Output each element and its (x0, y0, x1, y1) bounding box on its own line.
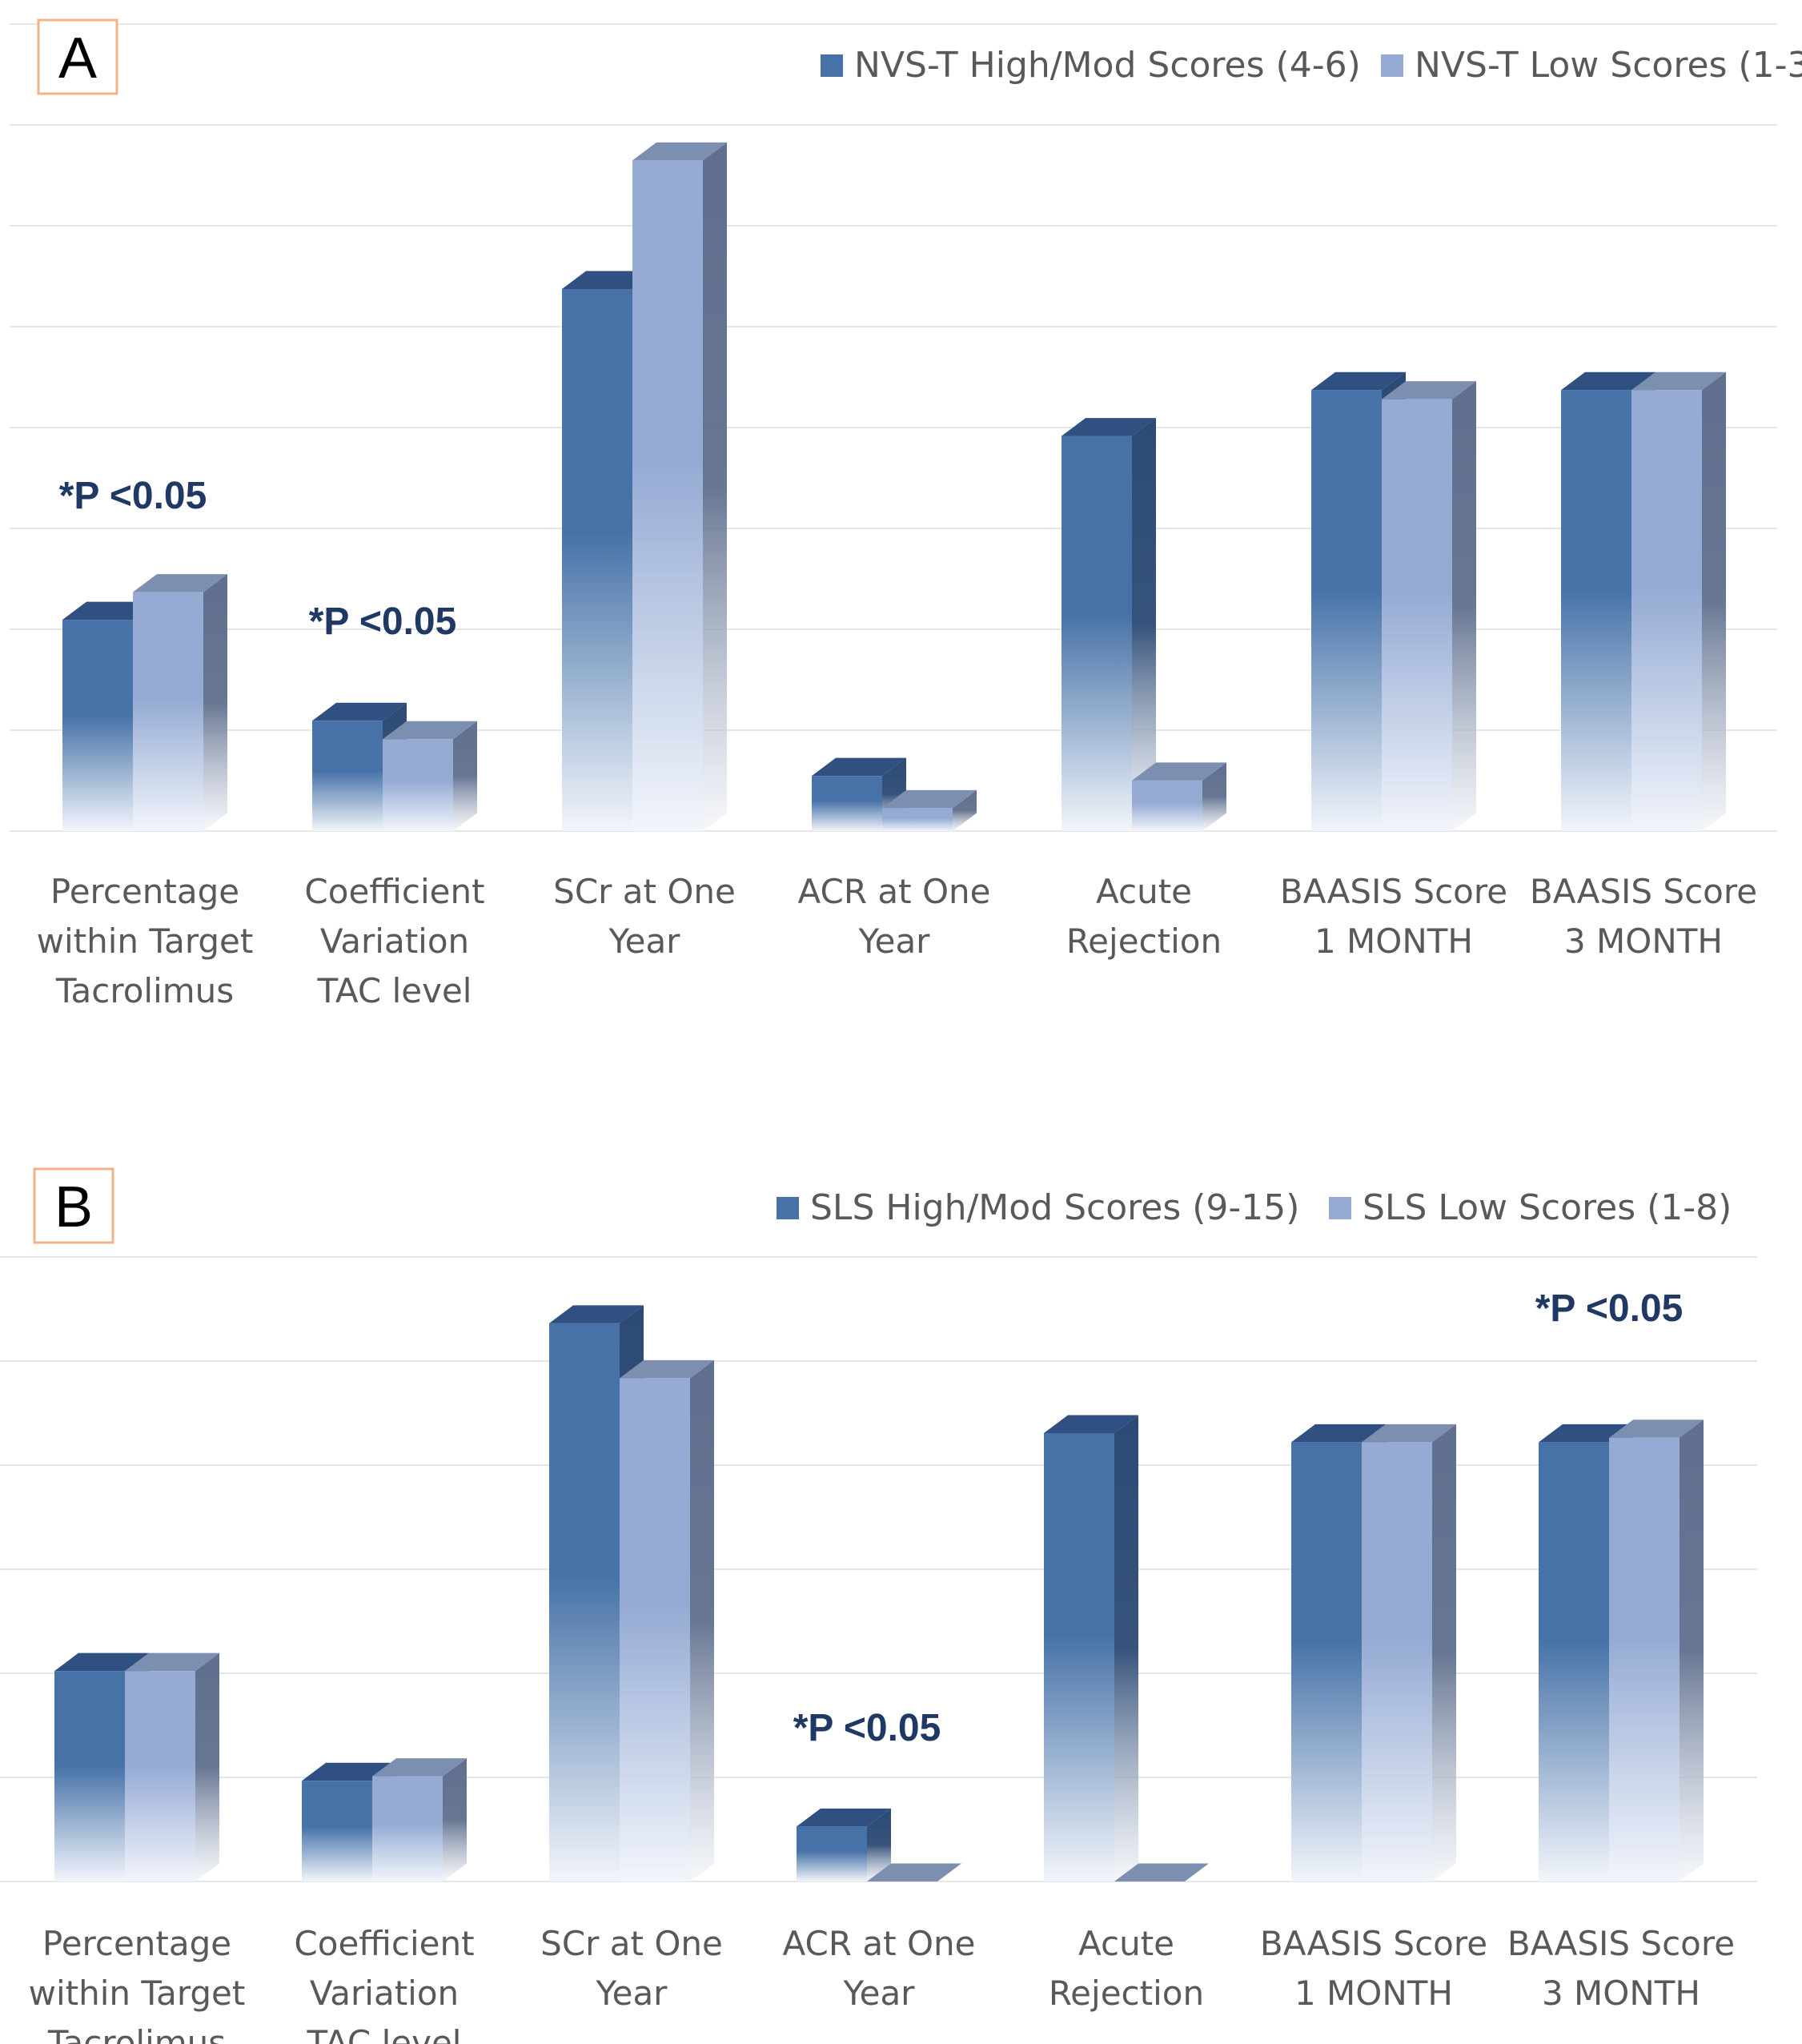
chart-a-svg: Percentage within Target Tacrolimus Coeffic… (10, 18, 1802, 1010)
x-tick-label: BAASIS Score (1260, 1924, 1487, 1963)
x-tick-label: Variation (320, 922, 469, 961)
chart-panel-b: Percentage within Target Tacrolimus Coeffic… (0, 1145, 1802, 2044)
x-tick-label: ACR at One (798, 872, 991, 911)
bar-high-3 (812, 757, 906, 831)
x-tick-label: within Target (37, 922, 254, 961)
legend-label: SLS High/Mod Scores (9-15) (810, 1187, 1299, 1228)
x-tick-label: Coefficient (304, 872, 484, 911)
x-tick-label: Tacrolimus (55, 971, 234, 1010)
x-tick-label: Percentage (50, 872, 239, 911)
legend-swatch (777, 1197, 799, 1219)
bar-low-6 (1631, 371, 1726, 831)
x-tick-label: 1 MONTH (1314, 922, 1473, 961)
x-tick-label: Year (858, 922, 931, 961)
x-tick-label: TAC level (307, 2023, 462, 2044)
x-tick-label: BAASIS Score (1530, 872, 1757, 911)
x-tick-label: SCr at One (540, 1924, 723, 1963)
legend-label: SLS Low Scores (1-8) (1363, 1187, 1732, 1228)
x-tick-label: Rejection (1066, 922, 1222, 961)
bar-low-5 (1382, 381, 1476, 831)
x-tick-label: ACR at One (783, 1924, 976, 1963)
x-tick-label: 3 MONTH (1542, 1974, 1700, 2013)
bar-high-4 (1044, 1415, 1138, 1881)
bar-low-4 (1132, 762, 1226, 831)
bar-low-6 (1609, 1420, 1704, 1881)
panel-label-box (37, 18, 118, 95)
x-tick-label: Rejection (1049, 1974, 1204, 2013)
bar-low-0 (125, 1652, 219, 1881)
legend-swatch (1381, 54, 1403, 77)
x-tick-label: BAASIS Score (1280, 872, 1507, 911)
x-tick-label: Year (608, 922, 681, 961)
bar-low-2 (632, 142, 727, 831)
chart-panel-a: Percentage within Target Tacrolimus Coeffic… (10, 18, 1802, 1010)
bar-low-5 (1362, 1424, 1456, 1881)
bar-low-1 (383, 721, 477, 831)
panel-label-box (33, 1167, 114, 1244)
x-tick-label: 1 MONTH (1294, 1974, 1453, 2013)
x-tick-label: within Target (29, 1974, 246, 2013)
bar-low-1 (372, 1758, 467, 1881)
x-tick-label: Year (596, 1974, 668, 2013)
x-tick-label: Coefficient (294, 1924, 474, 1963)
bar-low-4 (1114, 1863, 1209, 1881)
legend-swatch (821, 54, 843, 77)
legend-swatch (1329, 1197, 1351, 1219)
x-tick-label: Tacrolimus (47, 2023, 226, 2044)
significance-annotation: *P <0.05 (793, 1707, 941, 1749)
panel-label: B (54, 1175, 93, 1239)
x-tick-label: TAC level (317, 971, 472, 1010)
chart-b-svg: Percentage within Target Tacrolimus Coeffic… (0, 1167, 1757, 2044)
x-tick-label: 3 MONTH (1564, 922, 1723, 961)
bar-high-4 (1062, 418, 1156, 831)
legend-label: NVS-T Low Scores (1-3 (1415, 45, 1802, 86)
x-tick-label: Percentage (42, 1924, 231, 1963)
panel-label: A (58, 26, 97, 90)
x-tick-label: Acute (1096, 872, 1192, 911)
bar-low-0 (133, 574, 227, 831)
x-tick-label: BAASIS Score (1507, 1924, 1735, 1963)
significance-annotation: *P <0.05 (1535, 1287, 1684, 1330)
significance-annotation: *P <0.05 (59, 475, 207, 517)
x-tick-label: Year (843, 1974, 916, 2013)
x-tick-label: Acute (1078, 1924, 1174, 1963)
bar-high-3 (797, 1808, 891, 1881)
x-tick-label: SCr at One (553, 872, 736, 911)
x-tick-label: Variation (310, 1974, 459, 2013)
bar-low-2 (620, 1359, 714, 1881)
bar-low-3 (882, 789, 977, 831)
legend-label: NVS-T High/Mod Scores (4-6) (854, 45, 1361, 86)
bar-low-3 (867, 1863, 961, 1881)
significance-annotation: *P <0.05 (309, 600, 457, 643)
